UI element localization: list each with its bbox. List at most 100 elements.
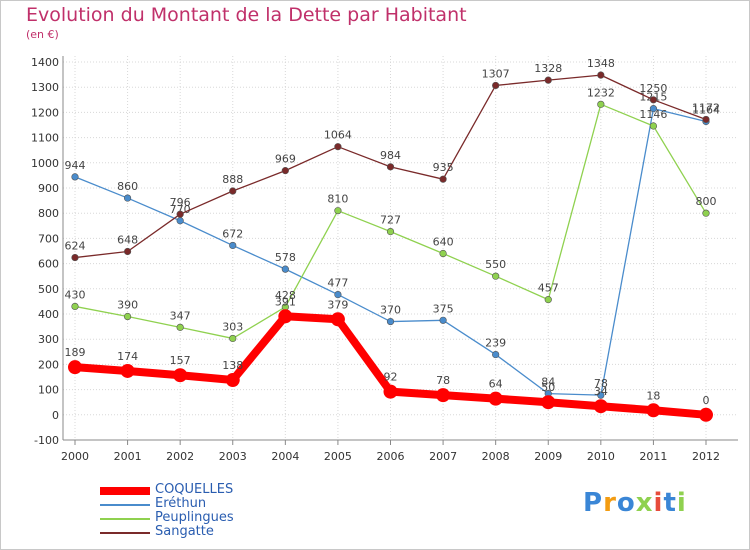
data-point <box>281 167 289 175</box>
data-label: 379 <box>327 298 348 311</box>
x-tick-label: 2004 <box>271 450 299 463</box>
y-tick-label: 300 <box>38 333 59 346</box>
data-label: 189 <box>65 346 86 359</box>
x-tick-label: 2005 <box>324 450 352 463</box>
legend-label: COQUELLES <box>155 482 234 497</box>
y-tick-label: 1200 <box>31 106 59 119</box>
x-tick-label: 2010 <box>587 450 615 463</box>
data-point <box>649 105 658 113</box>
data-label: 969 <box>275 153 296 166</box>
data-label: 1307 <box>482 67 510 80</box>
data-point <box>492 350 500 359</box>
x-tick-label: 2000 <box>61 450 89 463</box>
legend-swatch <box>100 518 150 520</box>
data-label: 860 <box>117 180 138 193</box>
data-point <box>123 194 132 202</box>
data-label: 1164 <box>692 103 720 116</box>
data-label: 727 <box>380 214 401 227</box>
y-tick-label: 1100 <box>31 132 59 145</box>
data-point <box>488 391 503 406</box>
data-label: 672 <box>222 227 243 240</box>
data-point <box>436 388 451 403</box>
data-label: 984 <box>380 149 401 162</box>
legend-label: Peuplingues <box>155 510 234 525</box>
data-point <box>386 317 395 326</box>
data-label: 477 <box>327 277 348 290</box>
data-point <box>71 253 79 262</box>
y-tick-label: 500 <box>38 283 59 296</box>
data-point <box>330 312 345 327</box>
y-tick-label: 800 <box>38 207 59 220</box>
y-tick-label: 600 <box>38 258 59 271</box>
data-point <box>176 323 184 331</box>
data-point <box>593 399 608 414</box>
data-label: 174 <box>117 350 138 363</box>
data-point <box>597 71 605 79</box>
data-label: 550 <box>485 258 506 271</box>
data-label: 84 <box>541 376 555 389</box>
data-label: 157 <box>170 354 191 367</box>
data-label: 92 <box>384 371 398 384</box>
data-point <box>386 163 395 171</box>
data-label: 1328 <box>534 62 562 75</box>
plot-area <box>63 56 738 440</box>
data-point <box>597 391 605 399</box>
x-tick-label: 2001 <box>114 450 142 463</box>
data-point <box>68 360 82 375</box>
data-point <box>386 227 395 236</box>
data-label: 34 <box>594 385 608 398</box>
data-point <box>646 403 661 418</box>
legend-label: Eréthun <box>155 496 207 511</box>
data-label: 1172 <box>692 101 720 114</box>
data-point <box>492 81 500 90</box>
legend-swatch <box>100 504 150 506</box>
y-tick-label: 100 <box>38 384 59 397</box>
y-tick-label: 900 <box>38 182 59 195</box>
data-label: 390 <box>117 299 138 312</box>
data-label: 138 <box>222 359 243 372</box>
data-point <box>383 384 398 399</box>
data-label: 428 <box>275 289 296 302</box>
data-label: 1250 <box>639 82 667 95</box>
y-tick-label: 400 <box>38 308 59 321</box>
data-label: 1146 <box>639 108 667 121</box>
data-point <box>492 272 500 280</box>
data-label: 375 <box>433 302 454 315</box>
data-label: 578 <box>275 251 296 264</box>
data-label: 800 <box>696 195 717 208</box>
x-tick-label: 2002 <box>166 450 194 463</box>
data-label: 78 <box>594 377 608 390</box>
data-label: 391 <box>275 295 296 308</box>
x-tick-label: 2011 <box>639 450 667 463</box>
data-label: 935 <box>433 161 454 174</box>
data-point <box>173 368 188 383</box>
y-tick-label: 700 <box>38 232 59 245</box>
chart-subtitle: (en €) <box>26 28 59 41</box>
data-label: 888 <box>222 173 243 186</box>
y-tick-label: 1000 <box>31 157 59 170</box>
data-label: 347 <box>170 309 191 322</box>
legend-swatch <box>100 532 150 534</box>
data-label: 430 <box>65 288 86 301</box>
data-label: 239 <box>485 337 506 350</box>
data-point <box>229 187 237 195</box>
data-point <box>649 96 658 104</box>
data-point <box>597 100 605 108</box>
y-tick-label: 200 <box>38 358 59 371</box>
data-point <box>71 173 79 181</box>
y-tick-label: 1300 <box>31 81 59 94</box>
data-label: 0 <box>703 394 710 407</box>
data-point <box>649 122 658 130</box>
data-label: 50 <box>541 381 555 394</box>
data-point <box>229 334 237 343</box>
data-label: 796 <box>170 196 191 209</box>
data-point <box>439 316 447 324</box>
data-point <box>176 217 184 225</box>
data-point <box>229 241 237 250</box>
data-point <box>334 207 342 215</box>
data-point <box>281 265 289 273</box>
data-label: 648 <box>117 234 138 247</box>
x-tick-label: 2003 <box>219 450 247 463</box>
data-label: 303 <box>222 320 243 333</box>
